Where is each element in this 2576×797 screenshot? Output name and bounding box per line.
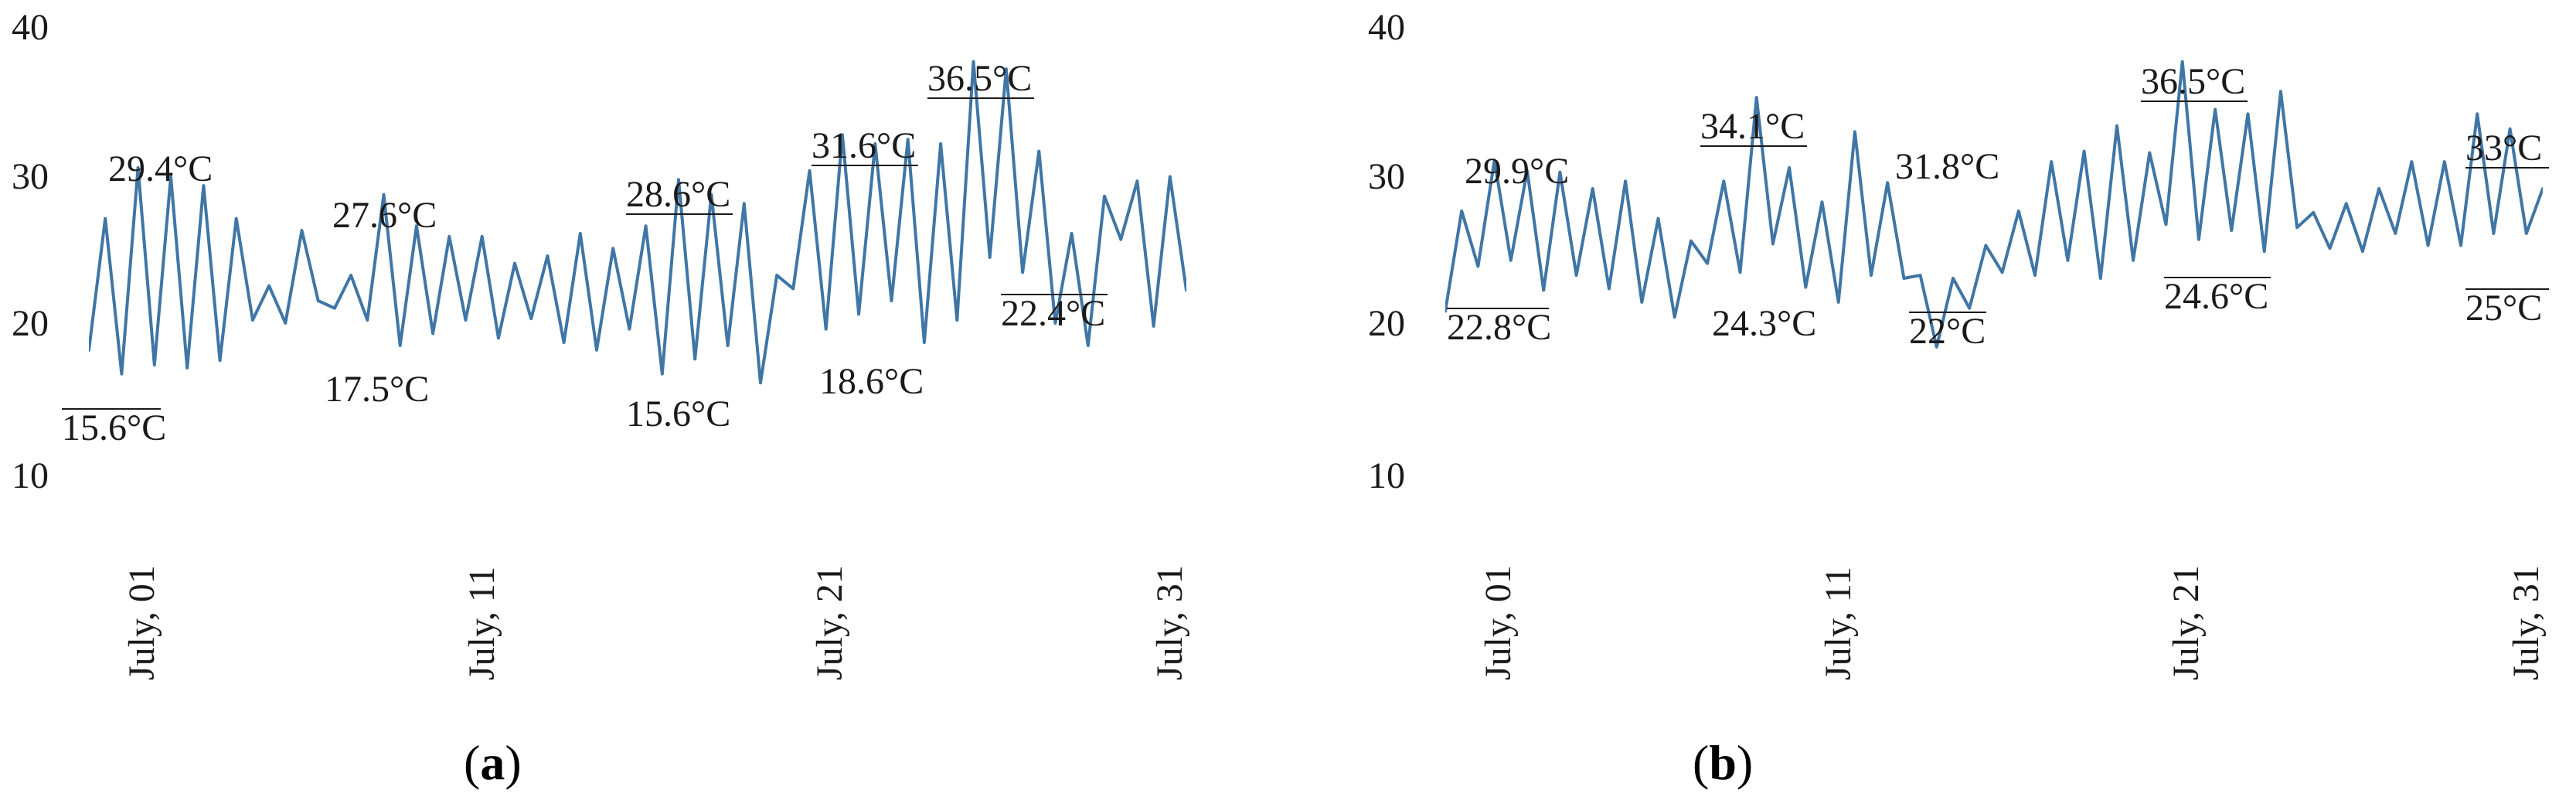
panel-a-ann-15-6-b: 15.6°C xyxy=(626,396,730,433)
panel-a-xtick-11: July, 11 xyxy=(464,567,501,680)
panel-a-ytick-20: 20 xyxy=(12,305,49,342)
panel-b-ytick-30: 30 xyxy=(1368,158,1405,196)
panel-b-ann-33: 33°C xyxy=(2465,130,2542,167)
panel-b-ann-24-6: 24.6°C xyxy=(2164,278,2268,315)
panel-b-series-path xyxy=(1445,62,2543,347)
panel-b-xtick-31: July, 31 xyxy=(2508,565,2545,680)
panel-b-ann-22-8: 22.8°C xyxy=(1447,309,1551,346)
panel-a-ytick-40: 40 xyxy=(12,9,49,46)
panel-b-xtick-21: July, 21 xyxy=(2168,565,2205,680)
panel-a-ann-22-4: 22.4°C xyxy=(1001,295,1105,332)
panel-b-xtick-1: July, 01 xyxy=(1480,565,1517,680)
panel-a-ann-31-6: 31.6°C xyxy=(812,128,916,165)
panel-a-ann-15-6: 15.6°C xyxy=(62,410,166,447)
panel-b-ann-24-3: 24.3°C xyxy=(1712,305,1816,342)
panel-b-subcaption: (b) xyxy=(1693,738,1753,788)
panel-a-xtick-1: July, 01 xyxy=(124,565,161,680)
panel-b-ytick-20: 20 xyxy=(1368,305,1405,342)
panel-b-ann-25: 25°C xyxy=(2465,290,2542,327)
panel-b-ann-31-8: 31.8°C xyxy=(1895,148,1999,186)
panel-a-series-path xyxy=(89,62,1186,383)
panel-b-line-chart xyxy=(1445,9,2543,458)
panel-a-ann-28-6: 28.6°C xyxy=(626,176,730,213)
panel-b-ytick-10: 10 xyxy=(1368,458,1405,495)
panel-a-ann-18-6: 18.6°C xyxy=(819,363,924,400)
panel-a-ytick-10: 10 xyxy=(12,458,49,495)
panel-a-ytick-30: 30 xyxy=(12,158,49,196)
panel-a-subcaption: (a) xyxy=(464,738,522,788)
panel-b-ann-34-1: 34.1°C xyxy=(1700,108,1805,145)
panel-b-ann-22: 22°C xyxy=(1909,313,1986,350)
panel-b-ann-36-5: 36.5°C xyxy=(2141,63,2245,100)
panel-a-xtick-21: July, 21 xyxy=(812,565,849,680)
figure-page: 40 30 20 10 29.4°C 15.6°C 27.6°C 17.5°C … xyxy=(0,0,2576,797)
panel-a-ann-36-5: 36.5°C xyxy=(927,60,1032,97)
panel-b-ytick-40: 40 xyxy=(1368,9,1405,46)
panel-b-xtick-11: July, 11 xyxy=(1820,567,1857,680)
panel-a-ann-29-4: 29.4°C xyxy=(108,151,213,188)
panel-a-xtick-31: July, 31 xyxy=(1152,565,1189,680)
panel-a-ann-27-6: 27.6°C xyxy=(332,197,437,234)
panel-a-ann-17-5: 17.5°C xyxy=(325,371,429,408)
panel-b-ann-29-9: 29.9°C xyxy=(1465,153,1569,190)
